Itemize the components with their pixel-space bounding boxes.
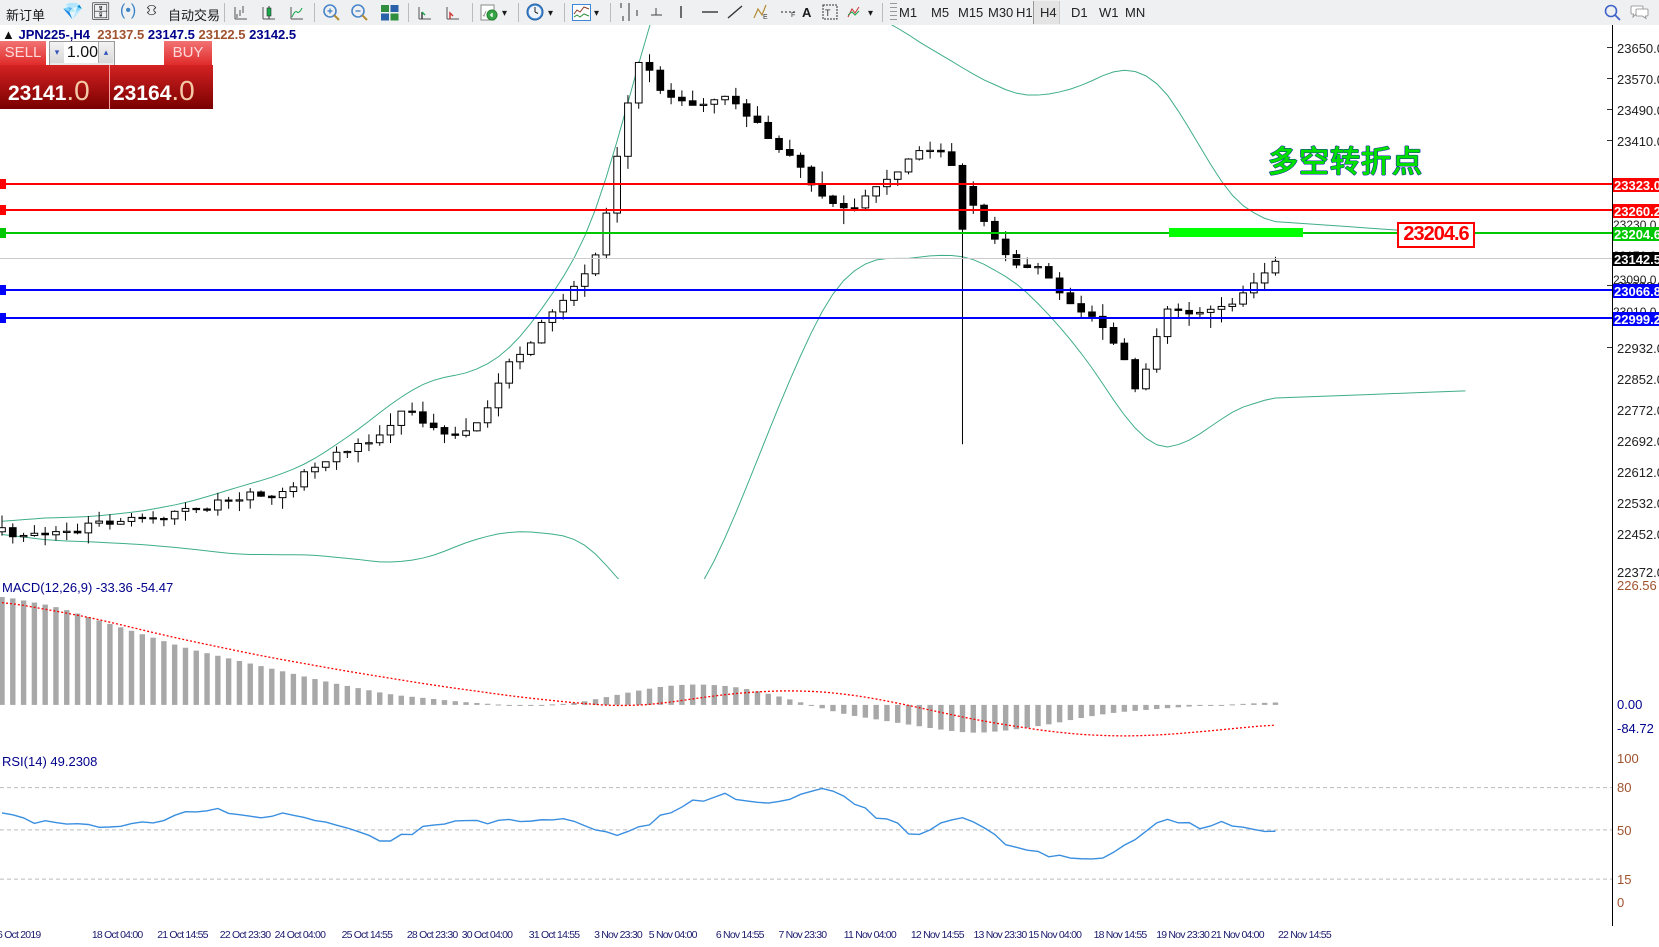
svg-text:T: T bbox=[825, 8, 831, 18]
svg-text:E: E bbox=[763, 14, 768, 21]
svg-text:F: F bbox=[791, 12, 795, 18]
